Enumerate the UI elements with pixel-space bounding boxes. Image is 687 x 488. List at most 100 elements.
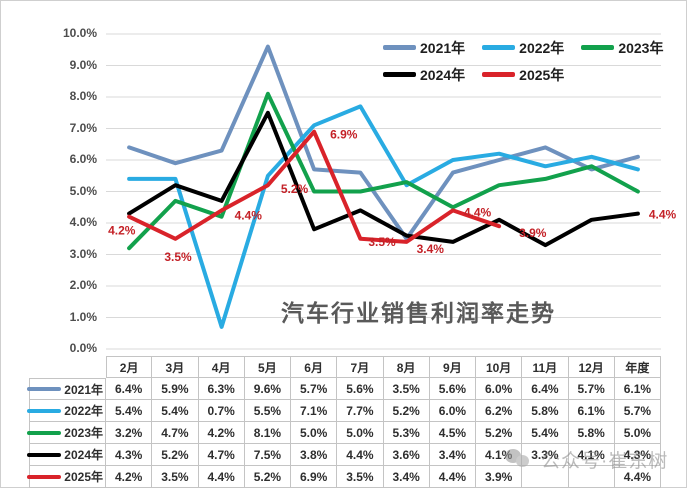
table-corner <box>29 356 106 378</box>
table-cell: 4.3% <box>614 444 661 466</box>
table-cell: 5.2% <box>476 422 523 444</box>
y-axis-tick: 3.0% <box>69 246 97 261</box>
data-label: 3.5% <box>368 235 396 249</box>
table-cell: 3.9% <box>476 466 523 488</box>
table-cell: 7.5% <box>244 444 291 466</box>
table-cell: 5.9% <box>152 378 199 400</box>
table-header-cell: 5月 <box>244 356 291 378</box>
y-axis-tick: 0.0% <box>69 341 97 355</box>
legend-line-swatch <box>383 45 416 50</box>
y-axis-tick: 5.0% <box>69 183 97 198</box>
y-axis-tick: 8.0% <box>69 89 97 103</box>
data-label: 3.5% <box>164 250 192 264</box>
series-line-2022 <box>127 104 640 329</box>
data-label: 3.4% <box>417 242 445 256</box>
table-header-cell: 11月 <box>522 356 569 378</box>
table-cell: 6.9% <box>291 466 338 488</box>
table-cell: 4.3% <box>106 444 153 466</box>
legend-item-2021: 2021年 <box>383 38 465 58</box>
table-cell: 5.5% <box>244 400 291 422</box>
table-cell: 5.2% <box>383 400 430 422</box>
table-cell: 5.3% <box>383 422 430 444</box>
row-label-text: 2024年 <box>64 448 103 462</box>
table-cell: 4.2% <box>198 422 245 444</box>
table-cell: 7.7% <box>337 400 384 422</box>
legend-label: 2023年 <box>618 39 664 56</box>
data-label: 6.9% <box>330 128 358 142</box>
legend-label: 2025年 <box>519 66 565 83</box>
y-axis-tick: 2.0% <box>69 278 97 292</box>
data-label: 3.9% <box>519 226 547 240</box>
table-cell: 5.8% <box>568 422 615 444</box>
table-cell: 3.2% <box>106 422 153 444</box>
table-cell: 5.7% <box>291 378 338 400</box>
chart-area: 4.2% 3.5% 4.4% 5.2% 6.9% 3.5% 3.4% 4.4% 3.9% 4.4%… <box>1 1 687 356</box>
table-cell: 6.4% <box>106 378 153 400</box>
table-row-label: 2022年 <box>27 400 106 422</box>
table-cell: 4.4% <box>337 444 384 466</box>
legend-item-2023: 2023年 <box>581 38 663 58</box>
table-header-cell: 4月 <box>198 356 245 378</box>
table-header-cell: 8月 <box>383 356 430 378</box>
y-axis-tick: 1.0% <box>69 309 97 324</box>
table-cell: 4.7% <box>198 444 245 466</box>
data-label: 4.4% <box>649 207 677 221</box>
legend-label: 2022年 <box>519 39 565 56</box>
table-header-cell: 3月 <box>152 356 199 378</box>
table-cell: 0.7% <box>198 400 245 422</box>
legend-row-1: 2021年 2022年 2023年 <box>383 34 663 61</box>
table-cell: 5.4% <box>106 400 153 422</box>
data-label: 4.2% <box>108 224 136 238</box>
table-cell <box>522 466 569 488</box>
row-line-swatch <box>27 408 62 413</box>
table-cell: 6.1% <box>568 400 615 422</box>
data-label: 4.4% <box>235 208 263 222</box>
y-axis-tick: 9.0% <box>69 57 97 72</box>
table-cell: 4.1% <box>568 444 615 466</box>
table-header-cell: 12月 <box>568 356 615 378</box>
table-cell: 5.0% <box>614 422 661 444</box>
table-cell: 9.6% <box>244 378 291 400</box>
y-axis-tick: 6.0% <box>69 152 97 166</box>
table-cell: 6.0% <box>429 400 476 422</box>
series-line-2025 <box>127 129 502 244</box>
table-cell: 4.4% <box>614 466 661 488</box>
row-label-text: 2021年 <box>64 382 103 397</box>
y-axis: 10.0% 9.0% 8.0% 7.0% 6.0% 5.0% 4.0% 3.0% 2.0% 1.0… <box>1 1 101 356</box>
table-cell <box>568 466 615 488</box>
row-label-text: 2022年 <box>64 404 103 418</box>
legend-line-swatch <box>581 45 615 50</box>
row-line-swatch <box>27 430 62 435</box>
data-table: 2月 3月 4月 5月 6月 7月 8月 9月 10月 11月 12月 年度 2021年 6.4% 5.9%… <box>27 356 661 488</box>
row-line-swatch <box>27 387 62 391</box>
table-cell: 6.3% <box>198 378 245 400</box>
table-cell: 5.4% <box>522 422 569 444</box>
table-row-label: 2025年 <box>27 466 106 488</box>
y-axis-tick: 10.0% <box>62 26 97 40</box>
table-cell: 4.2% <box>106 466 153 488</box>
table-cell: 5.4% <box>152 400 199 422</box>
legend-item-2024: 2024年 <box>383 65 465 85</box>
table-cell: 3.5% <box>383 378 430 400</box>
table-cell: 6.2% <box>476 400 523 422</box>
y-axis-tick: 4.0% <box>69 215 97 229</box>
table-cell: 4.4% <box>429 466 476 488</box>
table-cell: 6.0% <box>476 378 523 400</box>
table-cell: 4.4% <box>198 466 245 488</box>
table-row-label: 2021年 <box>27 378 106 400</box>
data-label: 5.2% <box>281 182 309 196</box>
table-cell: 4.7% <box>152 422 199 444</box>
table-cell: 3.5% <box>152 466 199 488</box>
row-line-swatch <box>27 452 62 457</box>
table-cell: 5.7% <box>568 378 615 400</box>
table-cell: 3.4% <box>383 466 430 488</box>
series-line-2021 <box>127 44 640 241</box>
chart-svg: 4.2% 3.5% 4.4% 5.2% 6.9% 3.5% 3.4% 4.4% 3.9% 4.4% <box>106 33 677 350</box>
table-cell: 5.0% <box>337 422 384 444</box>
legend-label: 2024年 <box>420 66 466 83</box>
table-cell: 5.2% <box>152 444 199 466</box>
table-cell: 7.1% <box>291 400 338 422</box>
table-row-label: 2023年 <box>27 422 106 444</box>
legend-line-swatch <box>482 72 516 77</box>
